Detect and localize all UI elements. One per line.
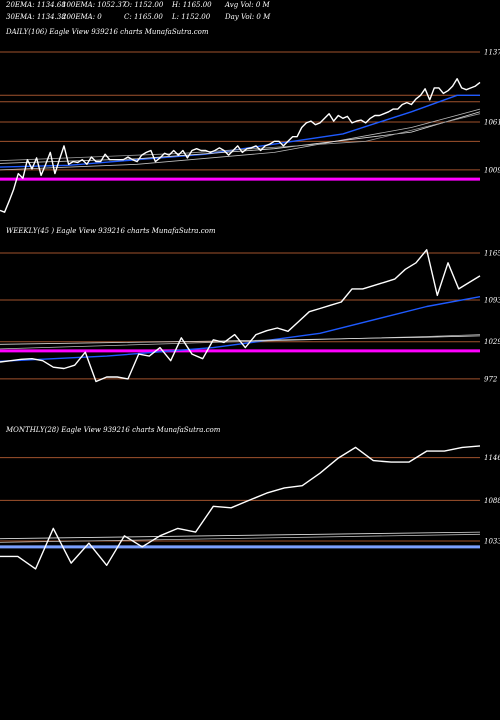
weekly-y-tick: 1165 <box>484 250 500 258</box>
monthly-price-line <box>0 445 481 570</box>
daily-price-line <box>0 77 481 213</box>
daily-ema20-line <box>0 94 480 168</box>
header-20ema: 20EMA: 1134.68 <box>5 1 66 9</box>
header-200ema: 200EMA: 0 <box>61 13 102 21</box>
weekly-y-tick: 972 <box>484 375 498 383</box>
header-low: L: 1152.00 <box>171 13 211 21</box>
monthly-ema30-line <box>0 533 481 543</box>
header-day-vol: Day Vol: 0 M <box>224 13 271 21</box>
header-high: H: 1165.00 <box>171 1 212 9</box>
weekly-ema100-line <box>0 335 481 345</box>
daily-panel-label: DAILY(106) Eagle View 939216 charts Muna… <box>5 28 209 36</box>
weekly-price-line <box>0 249 481 383</box>
header-100ema: 100EMA: 1052.37 <box>62 1 127 9</box>
daily-y-tick: 1137 <box>484 48 500 56</box>
monthly-ema100-line <box>0 531 481 540</box>
weekly-y-tick: 1093 <box>484 297 500 305</box>
monthly-y-tick: 1033 <box>484 537 500 545</box>
daily-ema200-line <box>0 113 481 162</box>
monthly-y-tick: 1088 <box>484 497 500 505</box>
header-30ema: 30EMA: 1134.38 <box>6 13 66 21</box>
daily-ema30-line <box>0 108 481 171</box>
monthly-panel-label: MONTHLY(28) Eagle View 939216 charts Mun… <box>5 426 221 434</box>
daily-y-tick: 1009 <box>484 166 500 174</box>
header-avg-vol: Avg Vol: 0 M <box>224 1 271 9</box>
header-open: O: 1152.00 <box>124 1 164 9</box>
header-close: C: 1165.00 <box>124 13 163 21</box>
monthly-y-tick: 1146 <box>484 454 500 462</box>
daily-ema100-line <box>0 111 481 164</box>
weekly-panel-label: WEEKLY(45 ) Eagle View 939216 charts Mun… <box>6 227 216 235</box>
